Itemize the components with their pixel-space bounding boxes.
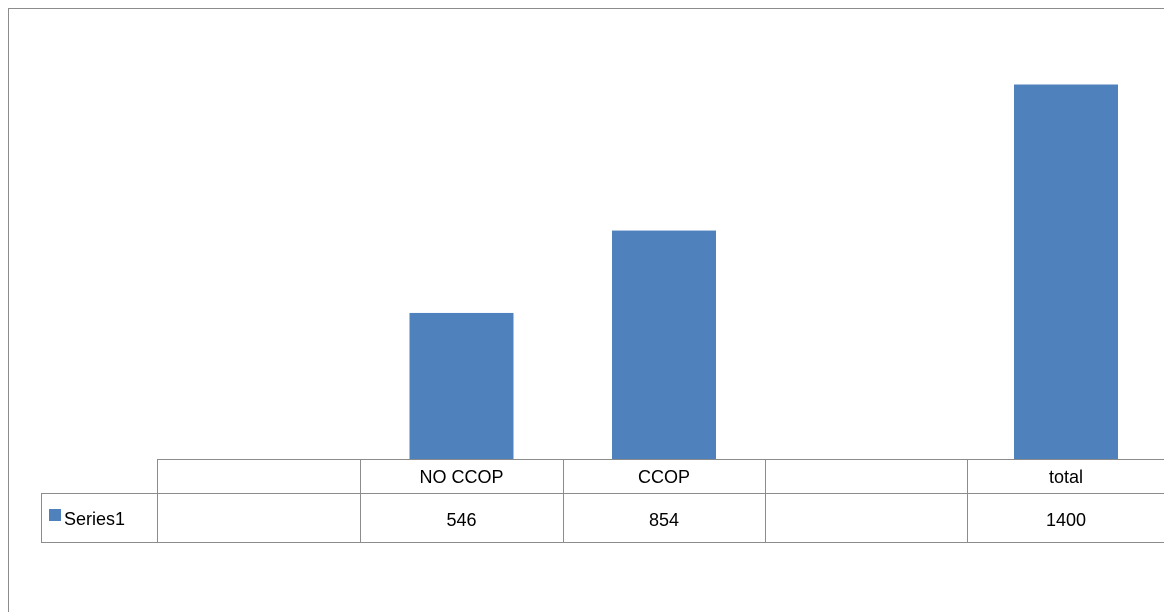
category-label: NO CCOP <box>419 467 503 487</box>
chart-plot: NO CCOP CCOP total 546 854 1400 Series1 <box>41 84 1164 543</box>
data-label: 1400 <box>1046 510 1086 530</box>
data-label: 546 <box>446 510 476 530</box>
category-label: total <box>1049 467 1083 487</box>
chart-area: NO CCOP CCOP total 546 854 1400 Series1 <box>8 8 1164 612</box>
category-label: CCOP <box>638 467 690 487</box>
legend-series-label: Series1 <box>64 509 125 529</box>
bar-total <box>1014 84 1118 459</box>
bar-no-ccop <box>409 312 514 459</box>
bar-ccop <box>612 230 716 459</box>
legend-key-icon <box>49 509 61 521</box>
data-label: 854 <box>649 510 679 530</box>
